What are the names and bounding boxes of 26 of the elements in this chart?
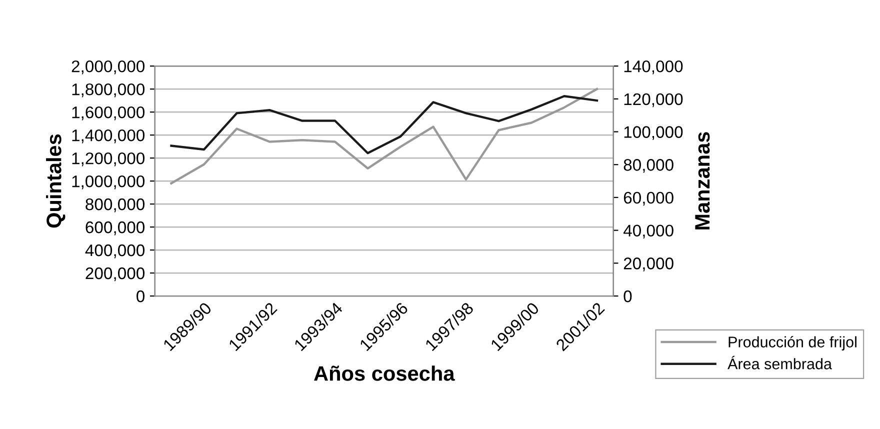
y-tick-label: 1,200,000 (72, 152, 145, 166)
y-tick-label: 1,800,000 (72, 83, 145, 98)
y-tick-label: 600,000 (86, 221, 145, 236)
y-tick-label: 1,600,000 (72, 106, 145, 120)
y2-tick-label: 140,000 (624, 60, 683, 74)
y2-tick-label: 20,000 (624, 258, 674, 272)
y2-axis-title: Manzanas (695, 132, 710, 230)
y2-tick-label: 120,000 (624, 93, 683, 108)
y-tick-label: 0 (136, 290, 145, 302)
y-tick-label: 2,000,000 (72, 60, 145, 74)
y-tick-label: 1,400,000 (72, 129, 145, 144)
y2-tick-label: 80,000 (624, 159, 674, 173)
y2-tick-label: 40,000 (623, 224, 674, 238)
y-tick-label: 200,000 (86, 267, 145, 282)
y2-tick-label: 100,000 (624, 126, 683, 140)
y2-tick-label: 0 (624, 290, 632, 302)
legend-label: Producción de frijol (728, 336, 856, 350)
line-series (170, 88, 598, 184)
y-tick-label: 400,000 (85, 244, 145, 258)
line-series (170, 95, 598, 154)
y2-tick-label: 60,000 (624, 192, 674, 206)
y-axis-title: Quintales (46, 134, 66, 228)
y-tick-label: 1,000,000 (72, 175, 145, 190)
y-tick-label: 800,000 (86, 198, 145, 212)
x-axis-title: Años cosecha (314, 366, 455, 381)
legend-label: Área sembrada (728, 356, 832, 370)
